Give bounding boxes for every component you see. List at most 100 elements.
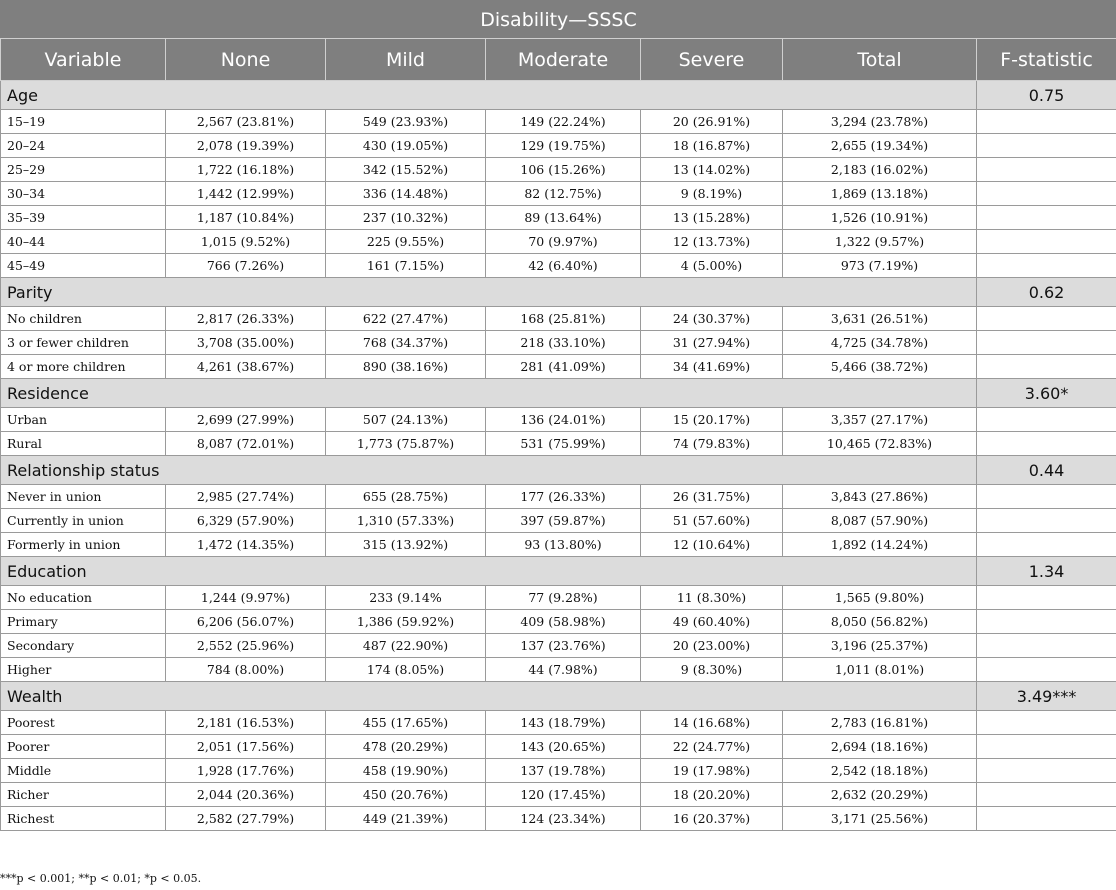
cell-severe: 18 (20.20%) bbox=[640, 782, 783, 807]
section-row-residence: Residence 3.60* bbox=[0, 378, 1116, 408]
cell-none: 6,206 (56.07%) bbox=[165, 609, 326, 634]
cell-severe: 22 (24.77%) bbox=[640, 734, 783, 759]
cell-moderate: 177 (26.33%) bbox=[485, 484, 641, 509]
cell-total: 3,171 (25.56%) bbox=[782, 806, 977, 831]
cell-variable: Higher bbox=[0, 657, 166, 682]
column-header-severe: Severe bbox=[640, 38, 783, 81]
cell-total: 10,465 (72.83%) bbox=[782, 431, 977, 456]
cell-f-statistic-empty bbox=[975, 633, 1116, 658]
table-row: Secondary 2,552 (25.96%) 487 (22.90%) 137 (… bbox=[0, 633, 1116, 658]
cell-variable: Middle bbox=[0, 758, 166, 783]
cell-variable: 3 or fewer children bbox=[0, 330, 166, 355]
cell-mild: 455 (17.65%) bbox=[325, 710, 486, 735]
cell-variable: Secondary bbox=[0, 633, 166, 658]
cell-f-statistic-empty bbox=[975, 758, 1116, 783]
table-row: No education 1,244 (9.97%) 233 (9.14% 77 (9… bbox=[0, 585, 1116, 610]
table-row: Never in union 2,985 (27.74%) 655 (28.75%)… bbox=[0, 484, 1116, 509]
cell-severe: 12 (10.64%) bbox=[640, 532, 783, 557]
section-f-statistic: 1.34 bbox=[975, 556, 1116, 586]
section-row-wealth: Wealth 3.49*** bbox=[0, 681, 1116, 711]
section-label: Age bbox=[0, 80, 977, 110]
cell-variable: Primary bbox=[0, 609, 166, 634]
table-row: Poorest 2,181 (16.53%) 455 (17.65%) 143 (18… bbox=[0, 710, 1116, 735]
cell-severe: 31 (27.94%) bbox=[640, 330, 783, 355]
cell-variable: 4 or more children bbox=[0, 354, 166, 379]
cell-moderate: 168 (25.81%) bbox=[485, 306, 641, 331]
cell-variable: Currently in union bbox=[0, 508, 166, 533]
cell-none: 4,261 (38.67%) bbox=[165, 354, 326, 379]
cell-none: 1,442 (12.99%) bbox=[165, 181, 326, 206]
cell-moderate: 89 (13.64%) bbox=[485, 205, 641, 230]
cell-moderate: 149 (22.24%) bbox=[485, 109, 641, 134]
cell-variable: Never in union bbox=[0, 484, 166, 509]
cell-severe: 12 (13.73%) bbox=[640, 229, 783, 254]
cell-moderate: 397 (59.87%) bbox=[485, 508, 641, 533]
cell-none: 2,699 (27.99%) bbox=[165, 407, 326, 432]
cell-moderate: 137 (19.78%) bbox=[485, 758, 641, 783]
cell-f-statistic-empty bbox=[975, 229, 1116, 254]
cell-mild: 487 (22.90%) bbox=[325, 633, 486, 658]
cell-total: 2,783 (16.81%) bbox=[782, 710, 977, 735]
cell-mild: 655 (28.75%) bbox=[325, 484, 486, 509]
cell-moderate: 531 (75.99%) bbox=[485, 431, 641, 456]
cell-mild: 890 (38.16%) bbox=[325, 354, 486, 379]
cell-none: 2,181 (16.53%) bbox=[165, 710, 326, 735]
cell-f-statistic-empty bbox=[975, 484, 1116, 509]
cell-moderate: 409 (58.98%) bbox=[485, 609, 641, 634]
cell-f-statistic-empty bbox=[975, 585, 1116, 610]
cell-mild: 225 (9.55%) bbox=[325, 229, 486, 254]
cell-severe: 13 (14.02%) bbox=[640, 157, 783, 182]
cell-f-statistic-empty bbox=[975, 330, 1116, 355]
cell-mild: 342 (15.52%) bbox=[325, 157, 486, 182]
cell-severe: 49 (60.40%) bbox=[640, 609, 783, 634]
cell-variable: Urban bbox=[0, 407, 166, 432]
cell-mild: 315 (13.92%) bbox=[325, 532, 486, 557]
cell-variable: No education bbox=[0, 585, 166, 610]
cell-none: 1,244 (9.97%) bbox=[165, 585, 326, 610]
table-row: Higher 784 (8.00%) 174 (8.05%) 44 (7.98%) 9 … bbox=[0, 657, 1116, 682]
section-row-education: Education 1.34 bbox=[0, 556, 1116, 586]
cell-mild: 478 (20.29%) bbox=[325, 734, 486, 759]
table-row: Urban 2,699 (27.99%) 507 (24.13%) 136 (24.0… bbox=[0, 407, 1116, 432]
section-f-statistic: 3.60* bbox=[975, 378, 1116, 408]
cell-total: 1,011 (8.01%) bbox=[782, 657, 977, 682]
cell-none: 2,985 (27.74%) bbox=[165, 484, 326, 509]
cell-variable: Formerly in union bbox=[0, 532, 166, 557]
cell-total: 1,526 (10.91%) bbox=[782, 205, 977, 230]
cell-total: 1,565 (9.80%) bbox=[782, 585, 977, 610]
cell-moderate: 137 (23.76%) bbox=[485, 633, 641, 658]
cell-mild: 458 (19.90%) bbox=[325, 758, 486, 783]
cell-total: 3,843 (27.86%) bbox=[782, 484, 977, 509]
cell-total: 2,183 (16.02%) bbox=[782, 157, 977, 182]
column-header-row: Variable None Mild Moderate Severe Total… bbox=[0, 38, 1116, 81]
cell-moderate: 120 (17.45%) bbox=[485, 782, 641, 807]
cell-none: 766 (7.26%) bbox=[165, 253, 326, 278]
cell-variable: 30–34 bbox=[0, 181, 166, 206]
table-row: 4 or more children 4,261 (38.67%) 890 (38.… bbox=[0, 354, 1116, 379]
cell-severe: 20 (23.00%) bbox=[640, 633, 783, 658]
cell-severe: 20 (26.91%) bbox=[640, 109, 783, 134]
cell-none: 1,015 (9.52%) bbox=[165, 229, 326, 254]
section-label: Education bbox=[0, 556, 977, 586]
cell-moderate: 77 (9.28%) bbox=[485, 585, 641, 610]
cell-f-statistic-empty bbox=[975, 806, 1116, 831]
cell-f-statistic-empty bbox=[975, 109, 1116, 134]
table-row: 45–49 766 (7.26%) 161 (7.15%) 42 (6.40%) 4 (… bbox=[0, 253, 1116, 278]
cell-f-statistic-empty bbox=[975, 407, 1116, 432]
cell-variable: 35–39 bbox=[0, 205, 166, 230]
cell-total: 8,050 (56.82%) bbox=[782, 609, 977, 634]
cell-total: 3,631 (26.51%) bbox=[782, 306, 977, 331]
cell-mild: 1,310 (57.33%) bbox=[325, 508, 486, 533]
cell-f-statistic-empty bbox=[975, 657, 1116, 682]
cell-severe: 24 (30.37%) bbox=[640, 306, 783, 331]
cell-f-statistic-empty bbox=[975, 609, 1116, 634]
cell-moderate: 93 (13.80%) bbox=[485, 532, 641, 557]
cell-f-statistic-empty bbox=[975, 205, 1116, 230]
cell-severe: 13 (15.28%) bbox=[640, 205, 783, 230]
table-row: 25–29 1,722 (16.18%) 342 (15.52%) 106 (15.2… bbox=[0, 157, 1116, 182]
cell-total: 4,725 (34.78%) bbox=[782, 330, 977, 355]
cell-moderate: 42 (6.40%) bbox=[485, 253, 641, 278]
cell-mild: 768 (34.37%) bbox=[325, 330, 486, 355]
cell-none: 1,187 (10.84%) bbox=[165, 205, 326, 230]
cell-none: 3,708 (35.00%) bbox=[165, 330, 326, 355]
